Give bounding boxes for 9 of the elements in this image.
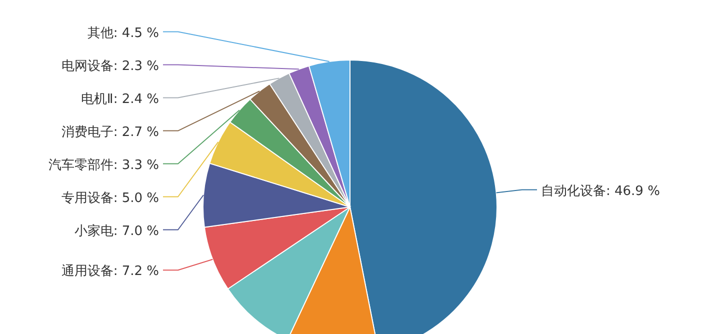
slice-label: 消费电子: 2.7 % [61,124,159,140]
slice-label: 电网设备: 2.3 % [61,58,159,74]
slice-label: 汽车零部件: 3.3 % [48,158,159,173]
slice-label: 通用设备: 7.2 % [61,264,159,280]
slice-label: 小家电: 7.0 % [74,222,159,239]
slice-label: 自动化设备: 46.9 % [541,184,660,199]
slice-label: 其他: 4.5 % [87,26,159,41]
slice-label: 电机Ⅱ: 2.4 % [80,92,159,107]
slice-label: 专用设备: 5.0 % [61,190,159,206]
